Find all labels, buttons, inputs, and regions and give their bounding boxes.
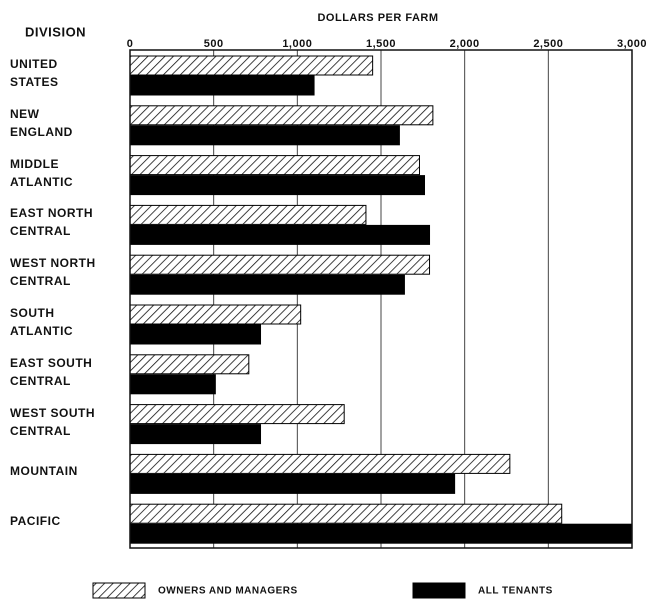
bar <box>129 374 216 395</box>
category-label: WEST NORTH CENTRAL <box>10 256 96 289</box>
x-tick-label: 3,000 <box>617 38 647 50</box>
x-tick-label: 2,500 <box>533 38 563 50</box>
legend-swatch <box>92 582 146 599</box>
category-label: EAST SOUTH CENTRAL <box>10 355 93 388</box>
bar <box>129 354 250 375</box>
bar <box>129 324 262 345</box>
category-label: MOUNTAIN <box>10 464 78 479</box>
bar <box>129 105 434 126</box>
category-label: EAST NORTH CENTRAL <box>10 206 93 239</box>
bar <box>129 404 345 425</box>
bar <box>129 424 262 445</box>
category-label: UNITED STATES <box>10 56 59 89</box>
x-tick-label: 500 <box>204 38 224 50</box>
bar <box>129 254 431 275</box>
bar <box>129 55 374 76</box>
legend-label: OWNERS AND MANAGERS <box>158 586 298 597</box>
category-label: NEW ENGLAND <box>10 106 73 139</box>
bar <box>129 503 563 524</box>
bar <box>129 175 426 196</box>
bar <box>129 204 367 225</box>
category-label: MIDDLE ATLANTIC <box>10 156 74 189</box>
legend-swatch <box>412 582 466 599</box>
bar <box>129 453 511 474</box>
x-tick-label: 2,000 <box>450 38 480 50</box>
bar <box>129 75 315 96</box>
x-tick-label: 1,500 <box>366 38 396 50</box>
bar <box>129 125 400 146</box>
category-label: SOUTH ATLANTIC <box>10 305 74 338</box>
bar <box>129 473 456 494</box>
category-axis-label: DIVISION <box>25 24 86 39</box>
plot-frame <box>129 49 633 549</box>
chart-title: DOLLARS PER FARM <box>317 12 438 24</box>
bar <box>129 155 420 176</box>
x-tick-label: 1,000 <box>282 38 312 50</box>
bar <box>129 224 431 245</box>
bar <box>129 304 302 325</box>
bar <box>129 523 633 544</box>
category-label: WEST SOUTH CENTRAL <box>10 405 95 438</box>
x-tick-label: 0 <box>127 38 134 50</box>
category-label: PACIFIC <box>10 514 61 529</box>
bar <box>129 274 405 295</box>
legend-label: ALL TENANTS <box>478 586 553 597</box>
